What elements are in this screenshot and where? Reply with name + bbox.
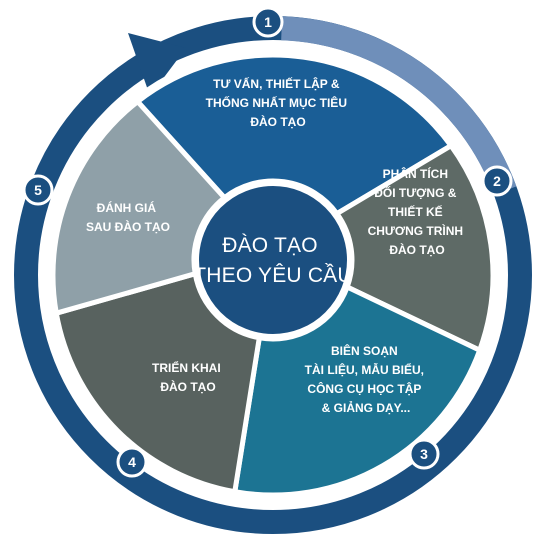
step-marker-4-number: 4 (128, 454, 136, 470)
segments (50, 52, 496, 498)
cycle-arrow-head (128, 33, 186, 96)
step-marker-5-number: 5 (34, 182, 42, 198)
outer-ring-highlight (281, 16, 517, 195)
segment-1 (135, 52, 454, 217)
step-marker-3-circle (408, 438, 440, 470)
step-5-label: ĐÁNH GIÁ SAU ĐÀO TẠO (86, 200, 170, 234)
step-marker-2-number: 2 (493, 173, 501, 189)
step-marker-2: 2 (481, 165, 513, 197)
step-1-label: TƯ VẤN, THIẾT LẬP & THỐNG NHẤT MỤC TIÊU … (206, 76, 351, 129)
center-disc (195, 182, 351, 338)
segment-4 (53, 271, 262, 495)
step-marker-1-number: 1 (264, 14, 272, 30)
step-marker-1: 1 (252, 6, 284, 38)
step-marker-3-number: 3 (420, 446, 428, 462)
step-2-label: PHÂN TÍCH ĐỐI TƯỢNG & THIẾT KẾ CHƯƠNG TR… (368, 166, 467, 257)
step-marker-4: 4 (116, 446, 148, 478)
step-4-label: TRIỂN KHAI ĐÀO TẠO (152, 360, 224, 394)
step-marker-2-circle (481, 165, 513, 197)
segment-5 (50, 99, 227, 316)
segment-3 (232, 284, 483, 498)
step-marker-1-circle (252, 6, 284, 38)
step-3-label: BIÊN SOẠN TÀI LIỆU, MẪU BIỂU, CÔNG CỤ HỌ… (305, 343, 428, 415)
center-title: ĐÀO TẠO THEO YÊU CẦU (193, 234, 353, 287)
step-marker-5: 5 (22, 174, 54, 206)
step-marker-3: 3 (408, 438, 440, 470)
step-marker-5-circle (22, 174, 54, 206)
step-marker-4-circle (116, 446, 148, 478)
